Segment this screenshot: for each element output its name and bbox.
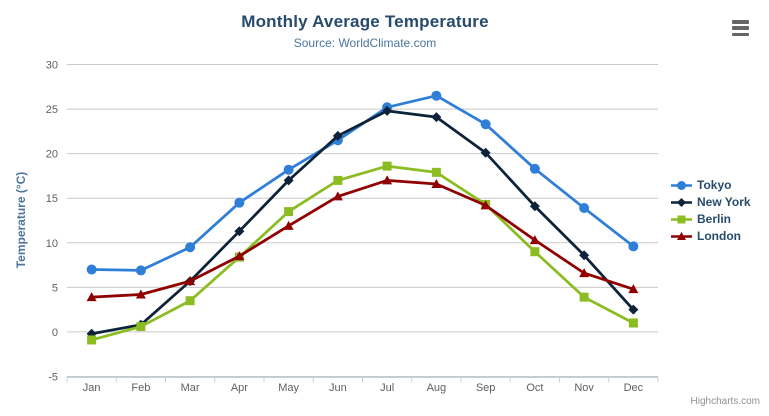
series-berlin-marker[interactable] bbox=[628, 318, 638, 328]
y-axis-label: 5 bbox=[52, 282, 58, 294]
series-new-york-marker[interactable] bbox=[628, 304, 639, 315]
series-new-york-marker[interactable] bbox=[382, 105, 393, 116]
legend-item-new-york[interactable]: New York bbox=[671, 194, 751, 211]
y-axis-label: 20 bbox=[46, 149, 58, 161]
series-new-york-marker[interactable] bbox=[234, 226, 245, 237]
x-axis-label: Jan bbox=[83, 382, 101, 394]
series-london-marker[interactable] bbox=[628, 284, 639, 294]
series-tokyo-marker[interactable] bbox=[234, 197, 245, 208]
credits-link[interactable]: Highcharts.com bbox=[690, 396, 760, 407]
series-london-marker[interactable] bbox=[185, 276, 196, 286]
series-london-marker[interactable] bbox=[382, 175, 393, 185]
y-axis-label: 10 bbox=[46, 238, 58, 250]
x-axis-label: Sep bbox=[476, 382, 496, 394]
series-tokyo-marker[interactable] bbox=[628, 241, 639, 252]
series-new-york-marker[interactable] bbox=[283, 175, 294, 186]
series-london-marker[interactable] bbox=[529, 235, 540, 245]
series-berlin-marker[interactable] bbox=[87, 335, 97, 345]
x-axis-label: Oct bbox=[526, 382, 543, 394]
chart-subtitle: Source: WorldClimate.com bbox=[293, 36, 437, 50]
london-legend-triangle-icon bbox=[671, 232, 692, 240]
series-tokyo-marker[interactable] bbox=[185, 242, 196, 253]
series-new-york-marker[interactable] bbox=[529, 201, 540, 212]
series-berlin-marker[interactable] bbox=[136, 322, 146, 332]
series-berlin-marker[interactable] bbox=[284, 207, 294, 217]
series-london-marker[interactable] bbox=[234, 251, 245, 261]
series-berlin-marker[interactable] bbox=[333, 175, 343, 185]
series-line-london[interactable] bbox=[90, 179, 635, 299]
series-line-new-york[interactable] bbox=[90, 109, 635, 336]
hamburger-bar bbox=[732, 26, 749, 30]
series-line-berlin[interactable] bbox=[90, 164, 635, 342]
series-berlin-marker[interactable] bbox=[382, 161, 392, 171]
x-axis-label: Aug bbox=[427, 382, 447, 394]
series-london-marker[interactable] bbox=[135, 289, 146, 299]
x-axis-label: Mar bbox=[181, 382, 200, 394]
x-axis-label: May bbox=[278, 382, 299, 394]
legend: Tokyo New York Berlin London bbox=[671, 177, 751, 245]
series-new-york-marker[interactable] bbox=[431, 112, 442, 123]
legend-item-london[interactable]: London bbox=[671, 228, 751, 245]
series-tokyo-marker[interactable] bbox=[529, 163, 540, 174]
series-london-marker[interactable] bbox=[86, 292, 97, 302]
hamburger-bar bbox=[732, 20, 749, 24]
series-tokyo-marker[interactable] bbox=[86, 264, 97, 275]
tokyo-legend-circle-icon bbox=[671, 181, 692, 190]
chart-title: Monthly Average Temperature bbox=[241, 12, 489, 31]
series-tokyo-marker[interactable] bbox=[480, 119, 491, 130]
new-york-legend-diamond-icon bbox=[671, 198, 692, 207]
series-tokyo-marker[interactable] bbox=[135, 265, 146, 276]
legend-label: Tokyo bbox=[697, 178, 732, 192]
legend-label: Berlin bbox=[697, 212, 732, 226]
y-axis-label: 30 bbox=[46, 60, 58, 72]
series-berlin-marker[interactable] bbox=[530, 247, 540, 257]
series-tokyo-marker[interactable] bbox=[579, 203, 590, 214]
series-tokyo-marker[interactable] bbox=[431, 90, 442, 101]
hamburger-bar bbox=[732, 32, 749, 36]
y-axis-label: -5 bbox=[48, 372, 58, 384]
legend-item-berlin[interactable]: Berlin bbox=[671, 211, 751, 228]
series-london-marker[interactable] bbox=[332, 191, 343, 201]
x-axis-label: Dec bbox=[624, 382, 644, 394]
series-berlin-marker[interactable] bbox=[431, 167, 441, 177]
series-london-marker[interactable] bbox=[431, 178, 442, 188]
x-axis-label: Nov bbox=[574, 382, 594, 394]
x-axis-label: Feb bbox=[131, 382, 150, 394]
y-axis-label: 15 bbox=[46, 193, 58, 205]
series-london-marker[interactable] bbox=[283, 220, 294, 230]
series-new-york-marker[interactable] bbox=[332, 130, 343, 141]
y-axis-label: 25 bbox=[46, 104, 58, 116]
legend-item-tokyo[interactable]: Tokyo bbox=[671, 177, 751, 194]
series-tokyo-marker[interactable] bbox=[283, 164, 294, 175]
x-axis-label: Jun bbox=[329, 382, 347, 394]
berlin-legend-square-icon bbox=[671, 215, 692, 224]
legend-label: London bbox=[697, 229, 741, 243]
x-axis-label: Jul bbox=[380, 382, 394, 394]
series-london-marker[interactable] bbox=[480, 200, 491, 210]
legend-label: New York bbox=[697, 195, 751, 209]
series-berlin-marker[interactable] bbox=[185, 296, 195, 306]
hamburger-icon[interactable] bbox=[732, 20, 749, 36]
series-new-york-marker[interactable] bbox=[480, 147, 491, 158]
series-london-marker[interactable] bbox=[579, 268, 590, 278]
y-axis-label: 0 bbox=[52, 327, 58, 339]
x-axis-label: Apr bbox=[231, 382, 248, 394]
series-new-york-marker[interactable] bbox=[579, 250, 590, 261]
series-berlin-marker[interactable] bbox=[579, 292, 589, 302]
